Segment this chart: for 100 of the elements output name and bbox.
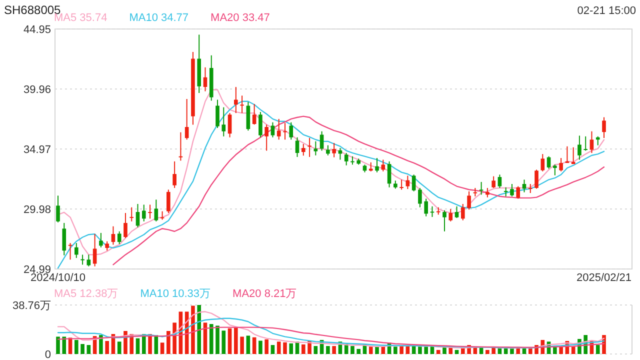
- bar: [264, 339, 268, 354]
- candlestick: [528, 183, 532, 194]
- candlestick: [492, 176, 496, 188]
- candlestick: [105, 240, 109, 252]
- bar: [105, 340, 109, 354]
- candlestick: [283, 122, 287, 140]
- candlestick: [246, 101, 250, 132]
- candlestick: [498, 174, 502, 188]
- bar: [222, 330, 226, 354]
- candlestick: [258, 111, 262, 138]
- bar: [240, 336, 244, 354]
- candlestick: [412, 174, 416, 192]
- candlestick: [295, 136, 300, 158]
- bar: [283, 342, 287, 354]
- bar: [289, 343, 294, 354]
- text: MA10 34.77: [129, 12, 189, 24]
- bar: [148, 334, 152, 354]
- candlestick: [368, 162, 373, 172]
- candlestick: [142, 204, 146, 222]
- bar: [332, 346, 336, 354]
- candlestick: [314, 140, 318, 156]
- bar: [350, 346, 354, 354]
- candlestick: [553, 164, 557, 176]
- candlestick: [571, 146, 576, 165]
- bar: [99, 335, 103, 354]
- bar: [448, 347, 453, 354]
- bar: [418, 346, 422, 354]
- bar: [246, 336, 250, 354]
- candlestick: [56, 195, 60, 223]
- candlestick: [387, 160, 392, 188]
- bar: [74, 340, 78, 354]
- candlestick: [442, 210, 446, 232]
- bar: [62, 336, 66, 354]
- candlestick: [270, 122, 275, 138]
- candlestick: [467, 190, 471, 210]
- bar: [86, 345, 91, 354]
- bar: [166, 330, 170, 354]
- bar: [492, 347, 496, 354]
- bar: [436, 350, 440, 354]
- text: MA20 8.21万: [232, 288, 297, 300]
- candlestick: [289, 122, 294, 140]
- candlestick: [124, 212, 128, 238]
- candlestick: [406, 175, 410, 190]
- candlestick: [602, 116, 606, 138]
- candlestick: [460, 203, 465, 221]
- candlestick: [578, 135, 582, 160]
- candlestick: [301, 143, 306, 156]
- candlestick: [479, 181, 484, 196]
- y-tick-label: 38.76万: [12, 300, 51, 312]
- bar: [400, 346, 404, 354]
- candlestick: [240, 95, 244, 114]
- candlestick: [234, 86, 238, 114]
- candlestick: [381, 159, 386, 172]
- candlestick: [276, 118, 281, 140]
- candlestick: [86, 254, 91, 267]
- bar: [142, 334, 146, 354]
- candlestick: [424, 198, 428, 217]
- candlestick: [92, 234, 97, 267]
- candlestick: [62, 222, 66, 256]
- bar: [216, 326, 220, 354]
- line-series: [112, 116, 605, 266]
- bar: [160, 342, 164, 354]
- text: MA20 33.47: [210, 12, 270, 24]
- candlestick: [80, 254, 84, 266]
- candlestick: [400, 179, 404, 190]
- bar: [454, 350, 459, 354]
- bar: [276, 342, 281, 354]
- candlestick: [99, 232, 103, 248]
- series-label: MA10 10.33万: [140, 288, 211, 300]
- candlestick: [590, 130, 594, 154]
- bar: [234, 328, 238, 354]
- bar: [486, 350, 490, 354]
- candlestick: [308, 137, 312, 158]
- chart-subtitle: 02-21 15:00: [577, 5, 636, 17]
- candlestick: [222, 106, 226, 137]
- bar: [314, 346, 318, 354]
- bar: [252, 337, 256, 354]
- x-tick-label: 2025/02/21: [576, 272, 632, 284]
- candlestick: [540, 154, 545, 172]
- candlestick: [454, 206, 459, 219]
- candlestick: [74, 242, 78, 258]
- bar: [510, 348, 514, 354]
- y-tick-label: 0: [44, 348, 51, 360]
- bar: [270, 345, 275, 354]
- bar: [228, 328, 232, 354]
- line-series: [57, 318, 605, 348]
- y-tick-label: 29.98: [23, 204, 51, 216]
- bar: [209, 324, 214, 354]
- line-series: [57, 326, 605, 348]
- y-tick-label: 44.95: [23, 24, 51, 36]
- candlestick: [111, 226, 116, 246]
- candlestick: [332, 142, 336, 158]
- candlestick: [516, 186, 520, 200]
- candlestick: [154, 199, 158, 222]
- bar: [424, 346, 428, 354]
- candlestick: [584, 136, 588, 152]
- bar: [326, 346, 330, 354]
- bar: [56, 336, 60, 354]
- candlestick: [326, 144, 330, 156]
- candlestick: [178, 132, 183, 162]
